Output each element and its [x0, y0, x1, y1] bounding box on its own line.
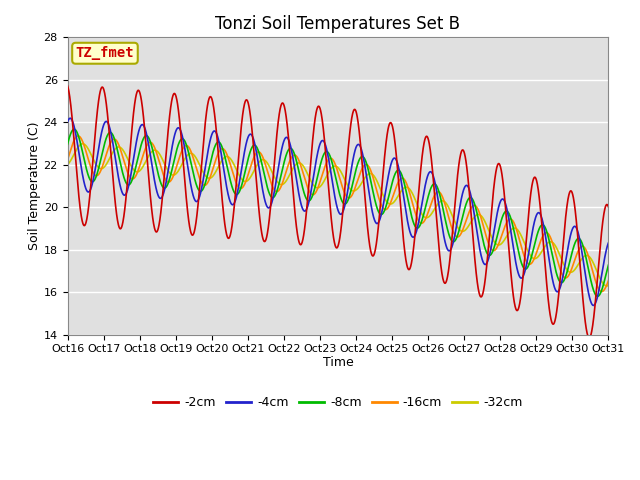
-8cm [125, 182, 133, 188]
-8cm [64, 141, 72, 147]
-32cm [536, 252, 543, 258]
-4cm [589, 302, 597, 308]
-16cm [594, 285, 602, 290]
-32cm [603, 283, 611, 289]
-2cm [125, 158, 133, 164]
Legend: -2cm, -4cm, -8cm, -16cm, -32cm: -2cm, -4cm, -8cm, -16cm, -32cm [148, 391, 528, 414]
-2cm [64, 83, 72, 89]
-8cm [70, 126, 78, 132]
-2cm [536, 197, 543, 203]
-8cm [595, 293, 602, 299]
Line: -4cm: -4cm [68, 118, 609, 305]
-4cm [605, 240, 612, 246]
-32cm [594, 271, 602, 276]
Line: -2cm: -2cm [68, 86, 609, 338]
-32cm [294, 160, 302, 166]
-32cm [157, 155, 165, 160]
-8cm [594, 293, 602, 299]
-16cm [125, 173, 133, 179]
-8cm [605, 262, 612, 268]
Line: -32cm: -32cm [68, 144, 609, 286]
-32cm [79, 141, 86, 146]
-2cm [586, 335, 593, 341]
-2cm [294, 237, 302, 242]
-4cm [157, 195, 165, 201]
-8cm [536, 225, 543, 230]
-32cm [605, 283, 612, 288]
-2cm [271, 153, 279, 158]
-16cm [74, 133, 82, 139]
-32cm [271, 175, 279, 181]
-16cm [605, 278, 612, 284]
-8cm [271, 192, 279, 198]
Title: Tonzi Soil Temperatures Set B: Tonzi Soil Temperatures Set B [216, 15, 460, 33]
-16cm [294, 157, 302, 163]
Y-axis label: Soil Temperature (C): Soil Temperature (C) [28, 121, 41, 250]
-16cm [598, 288, 605, 294]
-8cm [157, 182, 165, 188]
-4cm [67, 115, 74, 121]
-4cm [271, 184, 279, 190]
Text: TZ_fmet: TZ_fmet [76, 46, 134, 60]
-32cm [125, 160, 133, 166]
-16cm [157, 167, 165, 172]
-16cm [64, 157, 72, 163]
-4cm [595, 291, 602, 297]
Line: -16cm: -16cm [68, 136, 609, 291]
-16cm [536, 240, 543, 246]
Line: -8cm: -8cm [68, 129, 609, 296]
-16cm [271, 188, 279, 194]
-4cm [536, 210, 543, 216]
-2cm [594, 270, 602, 276]
-4cm [294, 190, 302, 195]
X-axis label: Time: Time [323, 356, 353, 369]
-4cm [125, 180, 133, 185]
-2cm [157, 205, 165, 211]
-8cm [294, 167, 302, 173]
-4cm [64, 119, 72, 125]
-32cm [64, 162, 72, 168]
-2cm [605, 204, 612, 210]
